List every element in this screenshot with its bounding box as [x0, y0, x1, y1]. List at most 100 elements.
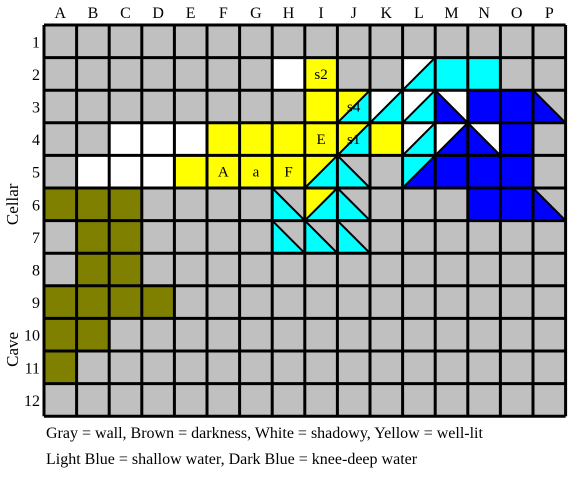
column-label-O: O — [511, 5, 523, 22]
cell-M2 — [435, 57, 468, 91]
row-label-10: 10 — [24, 328, 40, 345]
cell-N4-diagonal — [467, 122, 502, 157]
cell-B10 — [76, 318, 110, 351]
cell-J6-diagonal — [336, 187, 371, 222]
column-label-C: C — [120, 5, 131, 22]
cell-A6 — [44, 188, 77, 221]
column-label-N: N — [478, 5, 490, 22]
cell-F5 — [207, 155, 240, 188]
cell-J4-label: s1 — [347, 132, 360, 148]
cell-C9 — [109, 285, 142, 319]
row-label-9: 9 — [32, 295, 40, 312]
cell-P3-diagonal — [532, 89, 567, 124]
cell-B6 — [76, 188, 110, 221]
cell-D9 — [141, 285, 175, 319]
cell-H7-diagonal — [271, 219, 306, 254]
cell-O5 — [500, 155, 533, 188]
cell-C7 — [109, 220, 142, 254]
column-label-A: A — [55, 5, 67, 22]
cell-J5-diagonal — [336, 154, 371, 189]
cell-B5 — [76, 155, 110, 188]
column-label-L: L — [414, 5, 424, 22]
legend-line-1: Gray = wall, Brown = darkness, White = s… — [46, 425, 483, 442]
column-label-I: I — [318, 5, 323, 22]
cell-G5-label: a — [253, 165, 260, 181]
cell-A11 — [44, 351, 77, 384]
cell-J4-diagonal — [336, 122, 371, 157]
cell-L2-diagonal — [401, 56, 436, 91]
column-label-K: K — [381, 5, 393, 22]
cell-H4 — [272, 122, 305, 156]
cell-M3-diagonal — [434, 89, 469, 124]
row-label-1: 1 — [32, 34, 40, 51]
cell-I3 — [304, 90, 338, 123]
cell-N5 — [467, 155, 501, 188]
row-label-8: 8 — [32, 263, 40, 280]
cell-B7 — [76, 220, 110, 254]
column-label-F: F — [219, 5, 228, 22]
cell-I4-label: E — [317, 132, 326, 148]
cell-N6 — [467, 188, 501, 221]
cell-O6 — [500, 188, 533, 221]
cell-I7-diagonal — [304, 219, 339, 254]
cell-E5 — [174, 155, 207, 188]
row-label-2: 2 — [32, 67, 40, 84]
cell-M4-diagonal — [434, 122, 469, 157]
row-label-6: 6 — [32, 197, 40, 214]
cell-J3-label: s4 — [347, 100, 361, 116]
column-label-P: P — [545, 5, 554, 22]
column-label-M: M — [444, 5, 458, 22]
cell-D4 — [141, 122, 175, 156]
cell-H2 — [272, 57, 305, 91]
row-label-4: 4 — [32, 132, 40, 149]
cell-D5 — [141, 155, 175, 188]
cell-K3-diagonal — [369, 89, 404, 124]
cell-B8 — [76, 253, 110, 286]
cell-H6-diagonal — [271, 187, 306, 222]
cell-K4 — [370, 122, 403, 156]
cell-C5 — [109, 155, 142, 188]
cell-G5 — [239, 155, 273, 188]
column-label-H: H — [283, 5, 295, 22]
legend-line-2: Light Blue = shallow water, Dark Blue = … — [46, 451, 418, 468]
row-label-3: 3 — [32, 100, 40, 117]
cell-C4 — [109, 122, 142, 156]
row-label-5: 5 — [32, 165, 40, 182]
cell-J7-diagonal — [336, 219, 371, 254]
cell-C8 — [109, 253, 142, 286]
cell-G4 — [239, 122, 273, 156]
cell-J3-diagonal — [336, 89, 371, 124]
cell-N3 — [467, 90, 501, 123]
cell-P4 — [533, 122, 566, 156]
cellar-label: Cellar — [3, 183, 22, 225]
cell-I5-diagonal — [304, 154, 339, 189]
cell-H5 — [272, 155, 305, 188]
cell-H5-label: F — [284, 165, 292, 181]
row-label-7: 7 — [32, 230, 40, 247]
column-label-D: D — [152, 5, 164, 22]
cell-M5 — [435, 155, 468, 188]
cell-B9 — [76, 285, 110, 319]
cell-I4 — [304, 122, 338, 156]
column-label-E: E — [186, 5, 196, 22]
cell-I2 — [304, 57, 338, 91]
row-label-12: 12 — [24, 393, 40, 410]
cave-label: Cave — [3, 332, 22, 367]
cell-L3-diagonal — [401, 89, 436, 124]
row-label-11: 11 — [25, 360, 40, 377]
cell-L5-diagonal — [401, 154, 436, 189]
cell-C6 — [109, 188, 142, 221]
column-label-J: J — [351, 5, 357, 22]
cell-A10 — [44, 318, 77, 351]
cell-F4 — [207, 122, 240, 156]
cell-N2 — [467, 57, 501, 91]
cell-O3 — [500, 90, 533, 123]
cell-I6-diagonal — [304, 187, 339, 222]
cell-E4 — [174, 122, 207, 156]
cell-O4 — [500, 122, 533, 156]
column-label-B: B — [88, 5, 99, 22]
cell-F5-label: A — [218, 165, 229, 181]
column-label-G: G — [250, 5, 262, 22]
